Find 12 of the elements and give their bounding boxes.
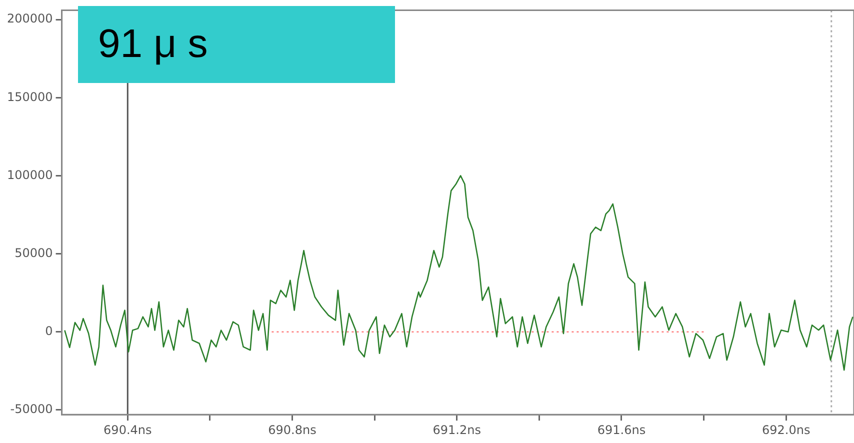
title-panel: 91 μ s <box>78 6 395 83</box>
x-tick-label: 690.8ns <box>268 422 316 437</box>
y-tick-label: -50000 <box>10 402 53 416</box>
x-tick-label: 691.2ns <box>432 422 481 437</box>
x-tick-label: 690.4ns <box>104 422 152 437</box>
x-tick-label: 691.6ns <box>597 422 646 437</box>
y-tick-label: 0 <box>45 324 53 338</box>
y-tick-label: 100000 <box>6 168 53 182</box>
y-tick-label: 50000 <box>14 246 53 260</box>
y-tick-label: 200000 <box>6 12 53 26</box>
y-tick-label: 150000 <box>6 90 53 104</box>
x-tick-label: 692.0ns <box>762 422 810 437</box>
